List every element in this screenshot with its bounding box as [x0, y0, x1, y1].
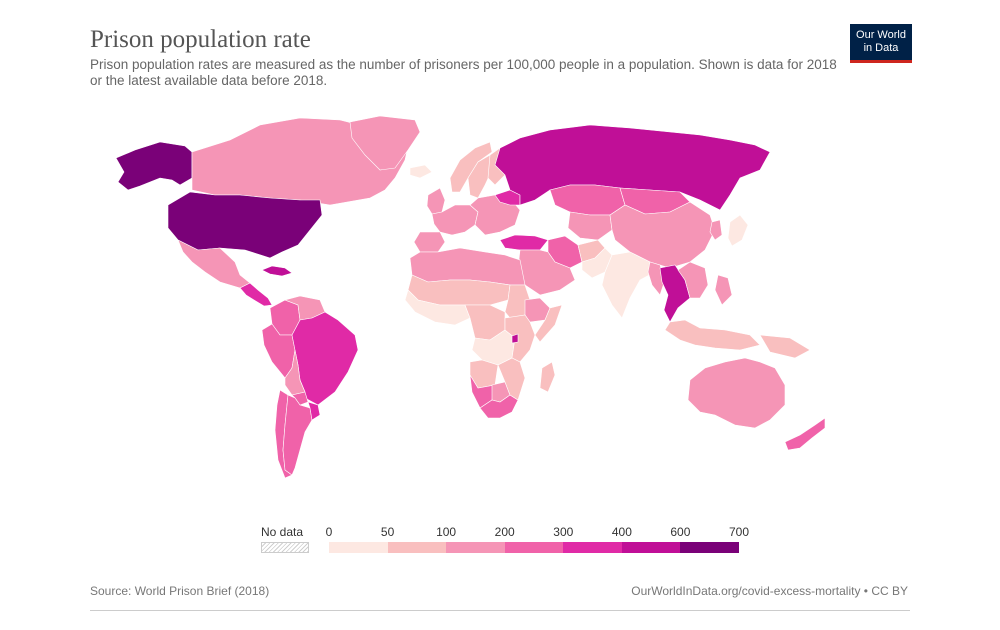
region-west-africa[interactable]	[404, 289, 471, 326]
legend-tick: 600	[670, 525, 691, 539]
region-kazakhstan[interactable]	[549, 184, 626, 216]
region-philippines[interactable]	[714, 274, 733, 306]
legend-tick: 700	[728, 525, 750, 539]
legend-bin-0-50[interactable]	[329, 542, 388, 553]
legend-tick: 50	[380, 525, 395, 539]
region-central-america[interactable]	[239, 282, 273, 307]
region-china[interactable]	[609, 201, 716, 269]
region-eastern-europe[interactable]	[469, 194, 521, 236]
region-spain[interactable]	[413, 231, 446, 253]
region-new-zealand[interactable]	[784, 417, 826, 451]
region-east-africa[interactable]	[504, 314, 536, 363]
chart-title: Prison population rate	[90, 26, 311, 53]
region-russia[interactable]	[494, 124, 771, 211]
owid-logo[interactable]: Our World in Data	[850, 24, 912, 63]
legend-bin-300-400[interactable]	[563, 542, 622, 553]
footer-divider	[90, 610, 910, 611]
region-norway[interactable]	[449, 141, 493, 193]
logo-line-1: Our World	[856, 29, 906, 41]
region-turkey[interactable]	[499, 234, 549, 251]
region-papua-new-guinea[interactable]	[759, 334, 811, 359]
legend-tick: 300	[553, 525, 574, 539]
legend-bin-600-700[interactable]	[680, 542, 740, 553]
region-australia[interactable]	[687, 357, 786, 429]
legend-bin-400-600[interactable]	[621, 542, 681, 553]
region-madagascar[interactable]	[539, 361, 556, 393]
legend-tick: 400	[611, 525, 632, 539]
region-argentina[interactable]	[282, 394, 313, 476]
legend-bin-50-100[interactable]	[387, 542, 447, 553]
legend-bin-200-300[interactable]	[504, 542, 564, 553]
region-japan[interactable]	[727, 214, 749, 247]
map-regions	[115, 115, 826, 479]
logo-line-2: in Data	[863, 42, 899, 54]
region-iceland[interactable]	[409, 164, 433, 179]
region-central-asia[interactable]	[567, 211, 613, 241]
legend-tick: 200	[494, 525, 515, 539]
region-rwanda[interactable]	[511, 333, 519, 344]
legend-color-bar	[329, 542, 740, 553]
legend-tick: 100	[436, 525, 457, 539]
region-uruguay[interactable]	[307, 401, 321, 421]
region-southeast-asia[interactable]	[677, 261, 709, 299]
legend-tick: 0	[325, 525, 333, 539]
region-north-africa[interactable]	[409, 247, 526, 286]
region-mozambique[interactable]	[497, 357, 526, 401]
legend-no-data-swatch	[261, 542, 309, 553]
url-license-link[interactable]: OurWorldInData.org/covid-excess-mortalit…	[631, 584, 908, 598]
chart-subtitle: Prison population rates are measured as …	[90, 57, 837, 88]
region-korea[interactable]	[709, 219, 723, 241]
region-alaska-united-states[interactable]	[115, 141, 193, 191]
legend-bin-100-200[interactable]	[446, 542, 505, 553]
region-cuba[interactable]	[261, 265, 293, 277]
region-greenland[interactable]	[349, 115, 421, 171]
region-indonesia[interactable]	[664, 319, 761, 351]
legend-no-data-label: No data	[261, 525, 304, 539]
region-india[interactable]	[601, 251, 656, 319]
region-united-kingdom[interactable]	[426, 187, 446, 215]
source-note: Source: World Prison Brief (2018)	[90, 584, 270, 598]
